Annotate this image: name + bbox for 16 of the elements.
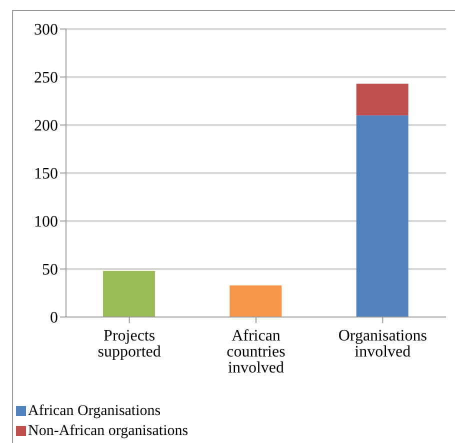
y-tick-label: 150 xyxy=(34,166,58,183)
y-tick-label: 250 xyxy=(34,70,58,87)
legend-label: African Organisations xyxy=(28,402,161,421)
legend-label: Non-African organisations xyxy=(28,422,188,441)
y-tick-label: 50 xyxy=(42,262,58,279)
x-tick-label: Organisations involved xyxy=(338,327,427,360)
bar xyxy=(103,270,155,317)
y-tick-label: 200 xyxy=(34,118,58,135)
y-tick-label: 100 xyxy=(34,214,58,231)
bar xyxy=(356,84,408,116)
y-tick-label: 300 xyxy=(34,22,58,39)
bar xyxy=(356,115,408,317)
bar xyxy=(230,285,282,317)
x-tick-label: Projects supported xyxy=(98,327,161,360)
x-tick-label: African countries involved xyxy=(226,327,286,376)
y-tick-label: 0 xyxy=(50,310,58,327)
